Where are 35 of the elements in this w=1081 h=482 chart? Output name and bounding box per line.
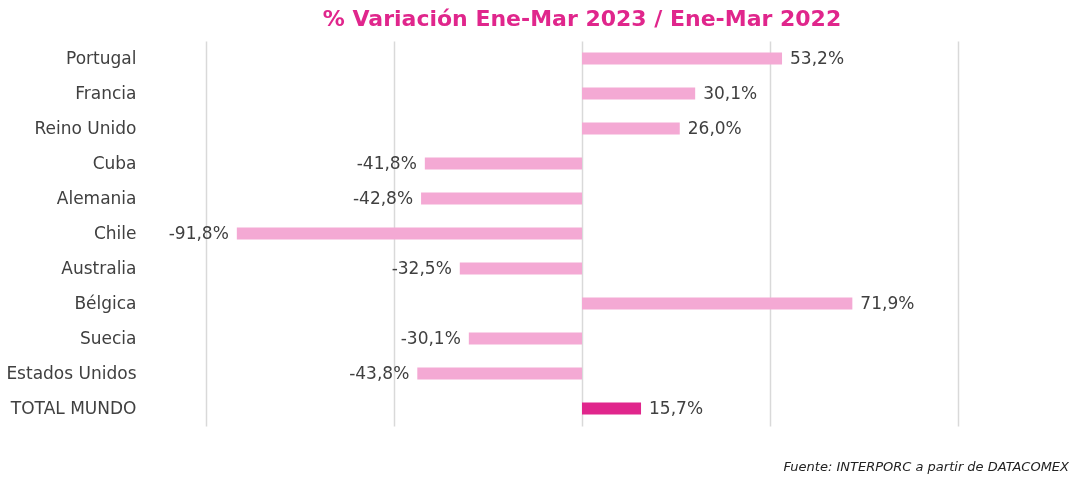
data-label: -42,8% [352, 187, 414, 208]
y-tick-label: Chile [93, 222, 137, 243]
y-tick-label: Suecia [79, 327, 137, 348]
bar [582, 297, 853, 310]
y-tick-label: Portugal [66, 47, 137, 68]
bar [582, 87, 696, 100]
y-tick-label: Australia [61, 257, 137, 278]
y-tick-label: Alemania [56, 187, 137, 208]
y-tick-label: TOTAL MUNDO [9, 397, 137, 418]
data-label: 15,7% [649, 397, 704, 418]
data-label: -91,8% [168, 222, 229, 243]
data-label: 53,2% [790, 47, 845, 68]
data-label: -41,8% [356, 152, 417, 173]
data-label: -32,5% [391, 257, 452, 278]
bar [582, 52, 783, 65]
y-tick-label: Bélgica [74, 292, 137, 313]
y-tick-label: Francia [75, 82, 137, 103]
bar [424, 157, 582, 170]
bar [421, 192, 582, 205]
data-label: -43,8% [349, 362, 410, 383]
data-label: -30,1% [400, 327, 461, 348]
data-label: 26,0% [687, 117, 742, 138]
y-tick-label: Cuba [92, 152, 137, 173]
y-tick-label: Reino Unido [34, 117, 137, 138]
bar [236, 227, 582, 240]
source-note: Fuente: INTERPORC a partir de DATACOMEX [783, 459, 1069, 474]
chart-title: % Variación Ene-Mar 2023 / Ene-Mar 2022 [322, 6, 842, 31]
bar [417, 367, 582, 380]
bar [468, 332, 582, 345]
bar [582, 402, 642, 415]
bar [582, 122, 680, 135]
data-label: 71,9% [860, 292, 915, 313]
bar [459, 262, 582, 275]
y-tick-label: Estados Unidos [6, 362, 137, 383]
data-label: 30,1% [703, 82, 758, 103]
